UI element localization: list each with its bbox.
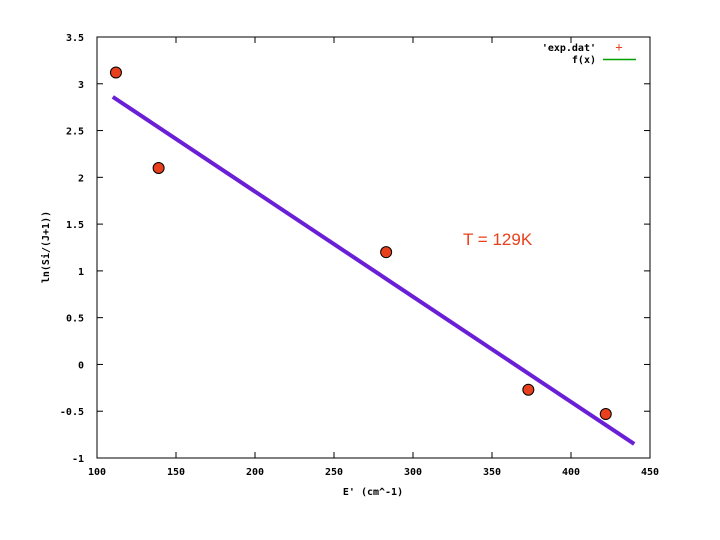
data-point [380, 246, 393, 259]
y-tick-label: 3.5 [66, 33, 84, 44]
x-tick-label: 200 [246, 467, 264, 478]
y-tick-label: 2 [78, 173, 84, 184]
x-tick-label: 300 [404, 467, 422, 478]
plot-frame [96, 36, 651, 459]
x-tick-label: 400 [562, 467, 580, 478]
legend-marker-exp: + [615, 40, 622, 54]
data-point [109, 66, 122, 79]
x-tick-label: 450 [641, 467, 659, 478]
x-tick-label: 350 [483, 467, 501, 478]
x-tick-label: 150 [167, 467, 185, 478]
legend-label-exp: 'exp.dat' [542, 43, 596, 54]
y-tick-label: 0.5 [66, 314, 84, 325]
x-tick-label: 100 [88, 467, 106, 478]
data-point [152, 161, 165, 174]
y-tick-label: 0 [78, 360, 84, 371]
temperature-annotation: T = 129K [463, 230, 533, 249]
y-tick-label: 2.5 [66, 127, 84, 138]
fit-line-series [111, 95, 636, 446]
data-point [599, 408, 612, 421]
y-axis-label: ln(Si/(J+1)) [40, 211, 52, 283]
y-tick-label: -0.5 [60, 407, 84, 418]
legend: 'exp.dat' + f(x) [542, 40, 636, 66]
data-points-series [109, 66, 612, 421]
fit-line [111, 95, 636, 446]
y-tick-label: 3 [78, 80, 84, 91]
y-tick-label: 1 [78, 267, 84, 278]
x-axis-label: E' (cm^-1) [343, 487, 403, 498]
y-tick-labels: -1 -0.5 0 0.5 1 1.5 2 2.5 3 3.5 [60, 33, 84, 465]
data-point [522, 383, 535, 396]
axis-ticks [96, 36, 651, 459]
y-tick-label: -1 [72, 454, 84, 465]
x-tick-label: 250 [325, 467, 343, 478]
x-tick-labels: 100 150 200 250 300 350 400 450 [88, 467, 659, 478]
legend-label-fx: f(x) [572, 55, 596, 66]
y-tick-label: 1.5 [66, 220, 84, 231]
